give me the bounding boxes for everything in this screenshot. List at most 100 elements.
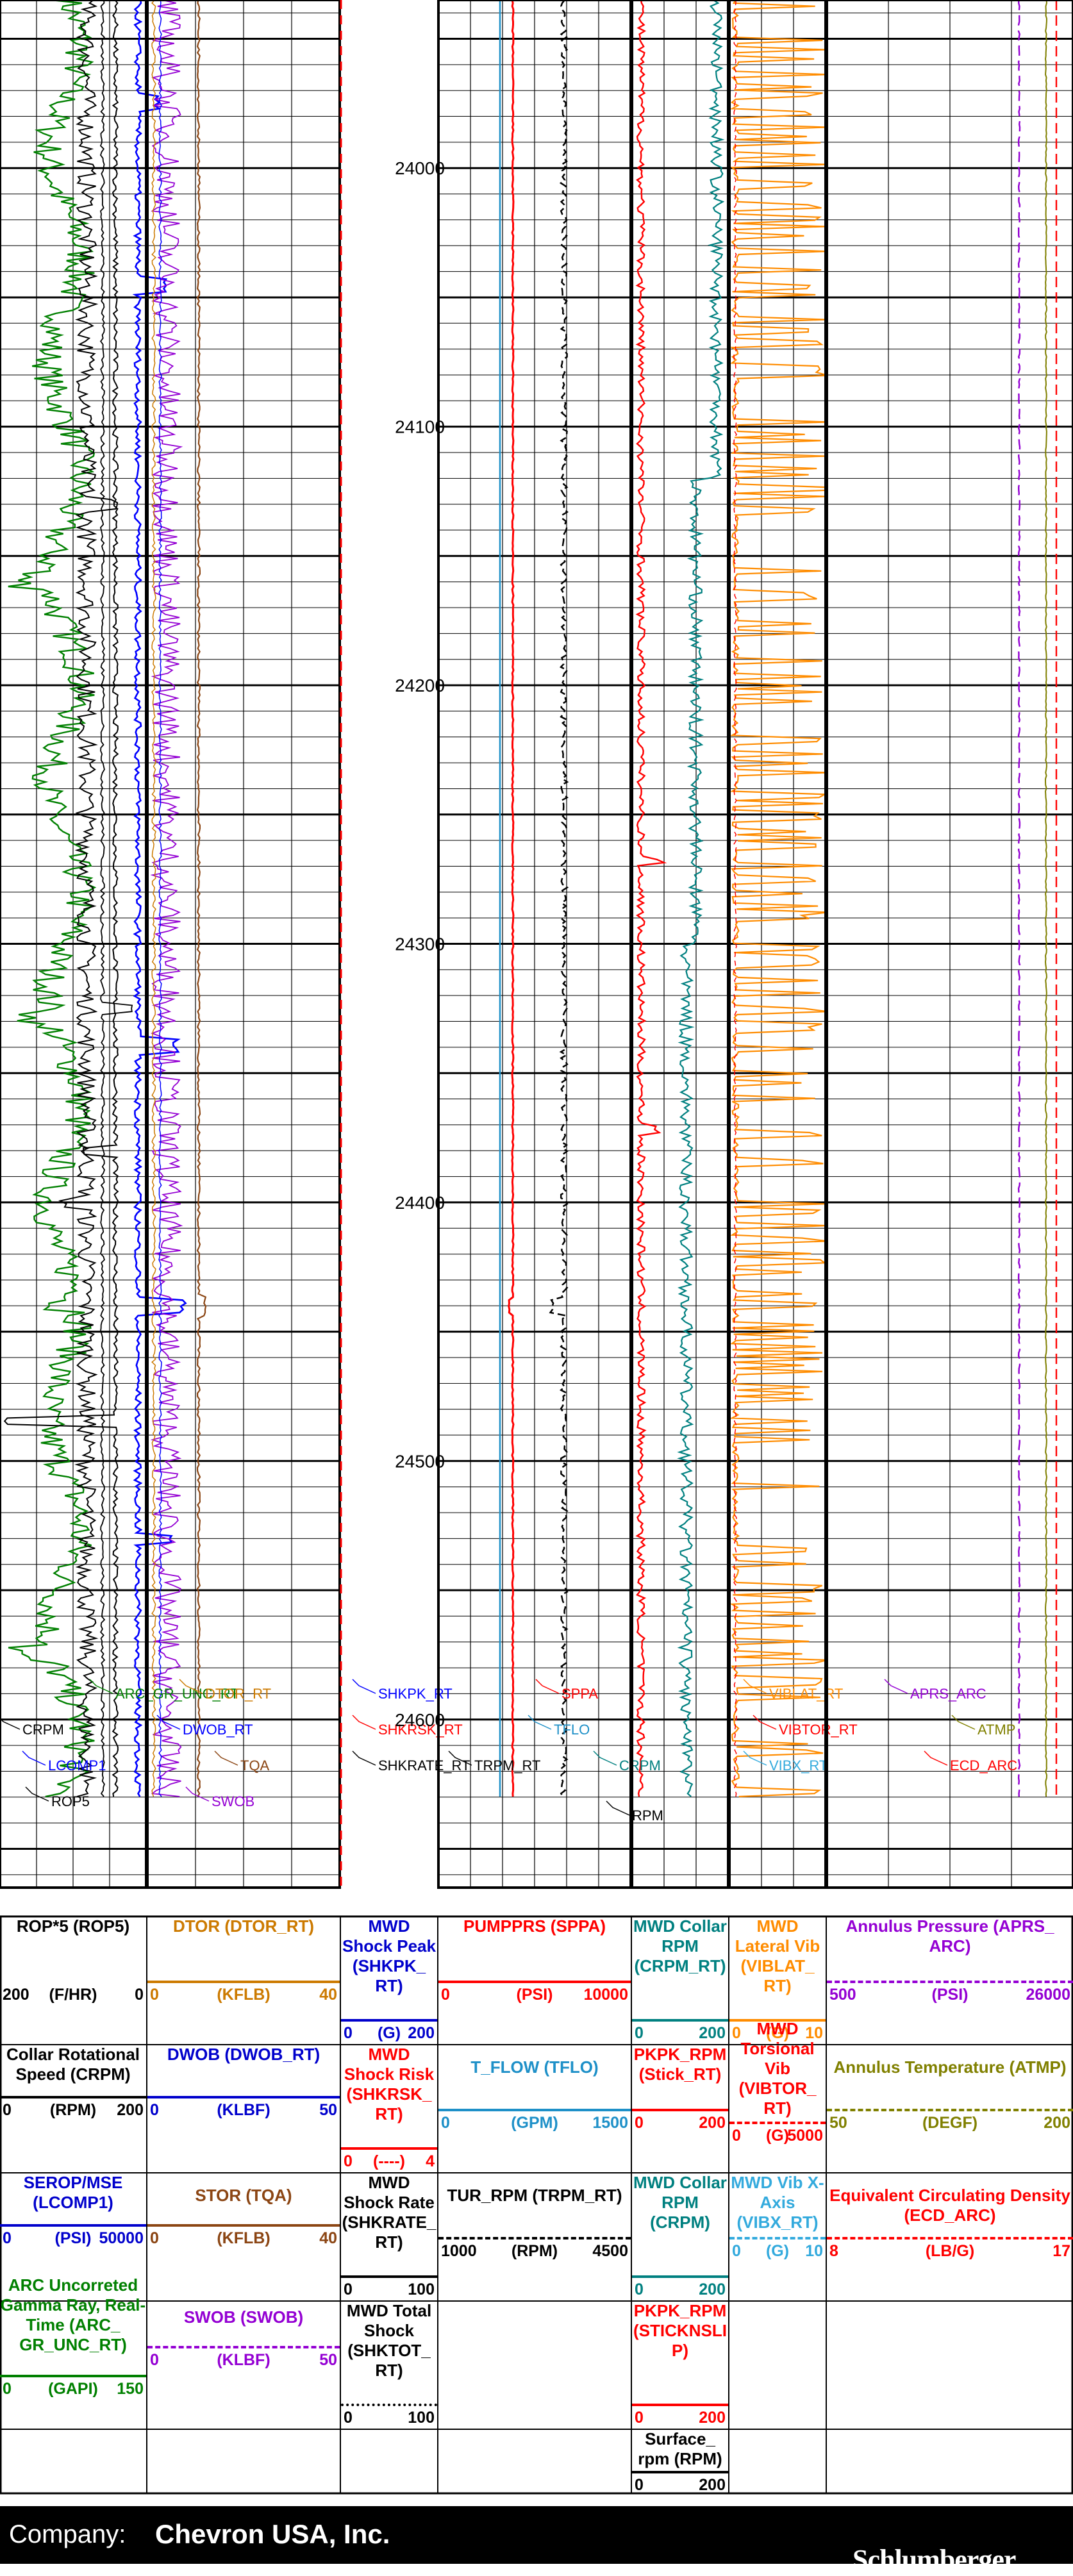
header-title: MWD Shock Risk (SHKRSK_ RT) bbox=[344, 2045, 435, 2123]
scale-unit: (LB/G) bbox=[925, 2242, 975, 2260]
scale-right: 10 bbox=[805, 2024, 823, 2042]
header-vibx: MWD Vib X-Axis (VIBX_RT) 0 (G) 10 bbox=[729, 2173, 826, 2263]
curve-lcomp1 bbox=[132, 0, 187, 1797]
scale-left: 0 bbox=[635, 2476, 644, 2494]
header-title: MWD Vib X-Axis (VIBX_RT) bbox=[731, 2173, 824, 2232]
curve-tqa bbox=[196, 0, 207, 1797]
curve-label: CRPM bbox=[22, 1722, 64, 1738]
curve-label: VIBX_RT bbox=[769, 1757, 828, 1774]
scale-unit: (GAPI) bbox=[48, 2380, 98, 2398]
label-leader bbox=[593, 1750, 617, 1766]
curve-label: CRPM bbox=[619, 1757, 661, 1774]
depth-labels: 24000 24100 24200 24300 24400 24500 24600 bbox=[395, 158, 445, 1730]
header-shktot: MWD Total Shock (SHKTOT_ RT) 0 100 bbox=[341, 2301, 437, 2429]
header-title: DWOB (DWOB_RT) bbox=[167, 2045, 320, 2064]
scale-left: 0 bbox=[150, 2351, 159, 2369]
scale-right: 100 bbox=[408, 2409, 435, 2427]
scale-unit: (G) bbox=[765, 2242, 790, 2260]
schlumberger-logo: Schlumberger bbox=[853, 2544, 1016, 2575]
scale-left: 500 bbox=[829, 1986, 856, 2004]
header-title: Collar Rotational Speed (CRPM) bbox=[6, 2045, 140, 2084]
header-title: ARC Uncorreted Gamma Ray, Real-Time (ARC… bbox=[0, 2275, 146, 2354]
label-leader bbox=[951, 1715, 976, 1730]
curve-label: TFLO bbox=[554, 1722, 590, 1738]
header-sticknslip: PKPK_RPM (STICKNSLI P) 0 200 bbox=[632, 2301, 728, 2429]
header-title: TUR_RPM (TRPM_RT) bbox=[447, 2186, 622, 2205]
scale-left: 50 bbox=[829, 2114, 847, 2132]
track-border bbox=[826, 0, 1073, 1889]
scale-right: 100 bbox=[408, 2281, 435, 2298]
header-crpm: Collar Rotational Speed (CRPM) 0 (RPM) 200 bbox=[0, 2045, 146, 2122]
curve-crpm-rt bbox=[677, 0, 725, 1797]
header-title: Surface_ rpm (RPM) bbox=[638, 2429, 722, 2468]
curve-label: SPPA bbox=[561, 1686, 598, 1702]
label-leader bbox=[535, 1679, 560, 1694]
header-title: SEROP/MSE (LCOMP1) bbox=[23, 2173, 123, 2212]
scale-right: 50 bbox=[319, 2101, 337, 2119]
scale-left: 0 bbox=[635, 2409, 644, 2427]
curve-vibtor bbox=[733, 0, 737, 1797]
scale-right: 4 bbox=[426, 2152, 435, 2170]
log-curves bbox=[3, 0, 1058, 1798]
label-leader bbox=[156, 1715, 181, 1730]
header-tflo: T_FLOW (TFLO) 0 (GPM) 1500 bbox=[438, 2045, 631, 2134]
grid-lines bbox=[0, 0, 1073, 1888]
curve-label: ATMP bbox=[977, 1722, 1015, 1738]
curve-dtor bbox=[151, 0, 156, 1797]
scale-right: 200 bbox=[699, 2476, 726, 2494]
label-leader bbox=[924, 1750, 948, 1766]
header-title: Equivalent Circulating Density (ECD_ARC) bbox=[829, 2186, 1070, 2225]
scale-left: 0 bbox=[441, 2114, 450, 2132]
header-lcomp: SEROP/MSE (LCOMP1) 0 (PSI) 50000 bbox=[0, 2173, 146, 2250]
scale-unit: (KLBF) bbox=[217, 2101, 270, 2119]
scale-left: 0 bbox=[635, 2281, 644, 2298]
header-ecd: Equivalent Circulating Density (ECD_ARC)… bbox=[827, 2173, 1073, 2263]
header-title: SWOB (SWOB) bbox=[183, 2307, 304, 2327]
header-title: MWD Lateral Vib (VIBLAT_ RT) bbox=[735, 1916, 820, 1995]
scale-right: 4500 bbox=[592, 2242, 628, 2260]
curve-label: RPM bbox=[632, 1807, 663, 1824]
scale-right: 1500 bbox=[592, 2114, 628, 2132]
scale-right: 10 bbox=[805, 2242, 823, 2260]
scale-right: 10000 bbox=[583, 1986, 628, 2004]
curve-label: ECD_ARC bbox=[950, 1757, 1017, 1774]
scale-left: 8 bbox=[829, 2242, 838, 2260]
scale-unit: (PSI) bbox=[516, 1986, 553, 2004]
header-rop5: ROP*5 (ROP5) 200 (F/HR) 0 bbox=[0, 1916, 146, 2006]
header-atmp: Annulus Temperature (ATMP) 50 (DEGF) 200 bbox=[827, 2045, 1073, 2134]
depth-label: 24500 bbox=[395, 1451, 445, 1471]
scale-left: 0 bbox=[635, 2024, 644, 2042]
scale-right: 200 bbox=[117, 2101, 144, 2119]
header-title: Annulus Temperature (ATMP) bbox=[833, 2057, 1067, 2077]
curve-viblat bbox=[729, 0, 829, 1798]
header-swob: SWOB (SWOB) 0 (KLBF) 50 bbox=[147, 2301, 340, 2372]
scale-unit: (G) bbox=[377, 2024, 401, 2042]
curve-sppa bbox=[508, 0, 515, 1797]
curve-aprs bbox=[1017, 0, 1021, 1797]
curve-label: VIBLAT_RT bbox=[769, 1686, 843, 1702]
scale-right: 200 bbox=[699, 2024, 726, 2042]
scale-left: 0 bbox=[732, 2242, 741, 2260]
scale-unit: (KFLB) bbox=[217, 1986, 270, 2004]
scale-right: 200 bbox=[408, 2024, 435, 2042]
scale-unit: (RPM) bbox=[511, 2242, 558, 2260]
curve-label: SWOB bbox=[212, 1793, 254, 1809]
depth-label: 24600 bbox=[395, 1710, 445, 1730]
scale-unit: (G) bbox=[765, 2024, 790, 2042]
scale-right: 150 bbox=[117, 2380, 144, 2398]
label-leader bbox=[352, 1679, 376, 1694]
scale-unit: (KFLB) bbox=[217, 2229, 270, 2247]
depth-label: 24000 bbox=[395, 158, 445, 178]
header-title: ROP*5 (ROP5) bbox=[16, 1916, 130, 1936]
label-leader bbox=[185, 1786, 210, 1802]
curve-dwob bbox=[158, 0, 162, 1797]
curve-stick-rt bbox=[635, 0, 667, 1797]
curve-atmp bbox=[1044, 0, 1048, 1797]
scale-unit: (PSI) bbox=[54, 2229, 92, 2247]
header-title: MWD Collar RPM (CRPM) bbox=[633, 2173, 727, 2232]
label-leader bbox=[743, 1750, 767, 1766]
header-shkrate: MWD Shock Rate (SHKRATE_ RT) 0 100 bbox=[341, 2173, 437, 2301]
curve-label: LCOMP1 bbox=[48, 1757, 106, 1774]
header-crpm-rt: MWD Collar RPM (CRPM_RT) 0 200 bbox=[632, 1916, 728, 2045]
